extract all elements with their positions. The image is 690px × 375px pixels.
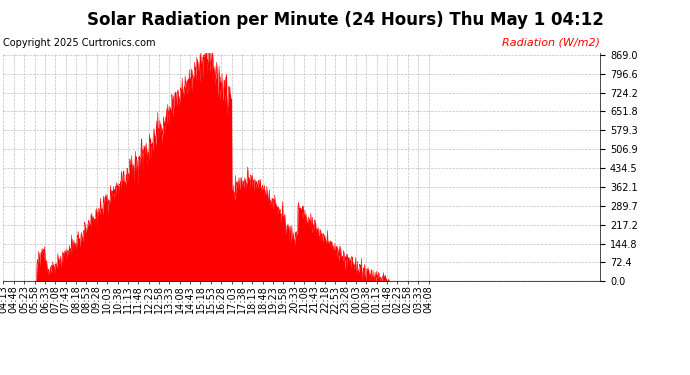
Text: Radiation (W/m2): Radiation (W/m2) — [502, 38, 600, 48]
Text: Solar Radiation per Minute (24 Hours) Thu May 1 04:12: Solar Radiation per Minute (24 Hours) Th… — [86, 11, 604, 29]
Text: Copyright 2025 Curtronics.com: Copyright 2025 Curtronics.com — [3, 38, 156, 48]
